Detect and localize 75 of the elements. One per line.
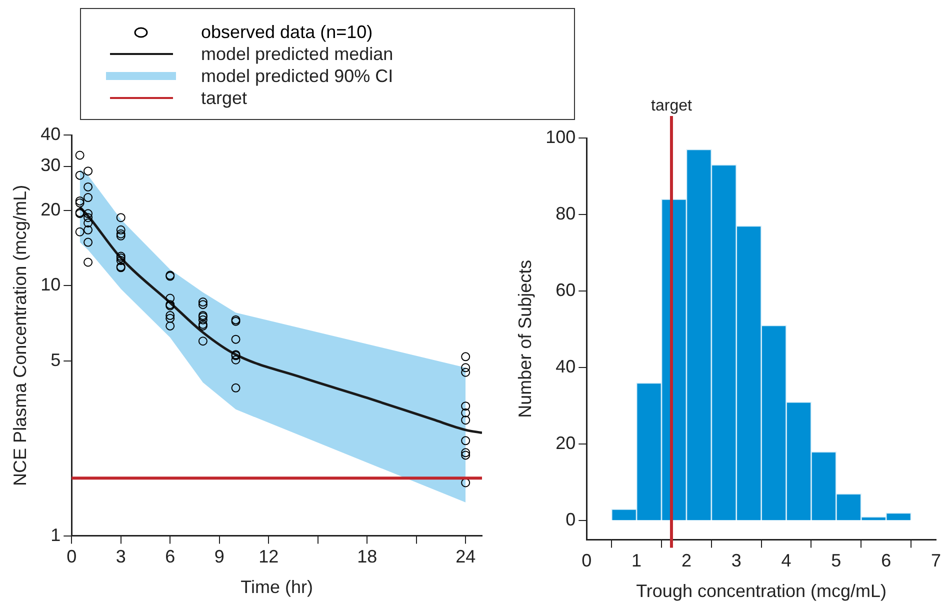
x-tick-label: 6 — [165, 546, 176, 567]
point — [75, 196, 84, 206]
point — [166, 314, 175, 323]
point — [166, 321, 175, 330]
point — [461, 408, 470, 418]
x-axis-title: Trough concentration (mcg/mL) — [636, 581, 887, 602]
x-tick-label: 5 — [831, 550, 842, 571]
point — [198, 300, 208, 310]
y-tick-label: 10 — [40, 274, 61, 295]
point — [84, 193, 93, 202]
x-tick-label: 3 — [731, 550, 742, 571]
point — [84, 213, 93, 222]
legend-label: model predicted 90% CI — [201, 66, 394, 86]
x-tick-label: 4 — [781, 550, 792, 571]
point — [461, 368, 470, 377]
point — [84, 258, 93, 267]
x-tick-label: 18 — [357, 546, 378, 567]
point — [84, 209, 93, 218]
y-tick-label: 80 — [556, 204, 576, 224]
point — [231, 355, 240, 364]
point — [198, 315, 208, 324]
point — [461, 363, 470, 372]
x-tick-label: 12 — [258, 546, 279, 567]
x-tick-label: 0 — [582, 550, 592, 571]
point — [461, 416, 470, 425]
y-tick-label: 60 — [556, 280, 576, 300]
point — [116, 256, 126, 266]
point — [461, 352, 470, 362]
point — [461, 450, 470, 460]
x-tick-label: 6 — [881, 550, 892, 571]
y-tick-label: 0 — [566, 510, 576, 530]
y-tick-label: 40 — [40, 124, 61, 144]
x-tick-label: 24 — [456, 546, 476, 567]
ref-line-label: target — [651, 97, 692, 114]
legend-label: target — [201, 88, 248, 108]
point — [166, 294, 175, 303]
point — [116, 225, 126, 234]
y-tick-label: 1 — [50, 524, 61, 545]
x-tick-label: 0 — [66, 546, 77, 567]
point — [231, 383, 240, 392]
point — [231, 334, 240, 344]
x-tick-label: 9 — [214, 546, 224, 567]
point — [461, 436, 470, 446]
point — [84, 238, 93, 247]
y-tick-label: 5 — [50, 350, 61, 370]
y-tick-label: 30 — [40, 155, 61, 176]
y-tick-label: 40 — [556, 356, 576, 377]
x-axis-title: Time (hr) — [240, 577, 313, 598]
legend-label: model predicted median — [201, 44, 394, 64]
point — [75, 227, 84, 236]
point — [84, 225, 93, 234]
point — [166, 310, 175, 320]
text: observed data (n=10) — [201, 22, 373, 42]
y-axis-title: NCE Plasma Concentration (mcg/mL) — [10, 184, 30, 486]
point — [461, 402, 470, 411]
point — [84, 218, 93, 228]
point — [84, 166, 93, 176]
x-tick-label: 7 — [930, 550, 942, 571]
point — [116, 231, 126, 240]
point — [461, 448, 470, 458]
point — [75, 198, 84, 208]
point — [84, 182, 93, 192]
point — [198, 298, 208, 307]
y-axis-title: Number of Subjects — [514, 260, 535, 418]
point — [75, 150, 84, 160]
x-tick-label: 1 — [632, 550, 642, 571]
y-tick-label: 20 — [556, 433, 576, 454]
y-tick-label: 100 — [546, 126, 576, 147]
point — [116, 213, 126, 222]
point — [75, 170, 84, 180]
x-tick-label: 3 — [116, 546, 126, 567]
x-tick-label: 2 — [681, 550, 692, 571]
point — [116, 229, 126, 238]
y-tick-label: 20 — [40, 199, 61, 220]
point — [198, 336, 208, 346]
